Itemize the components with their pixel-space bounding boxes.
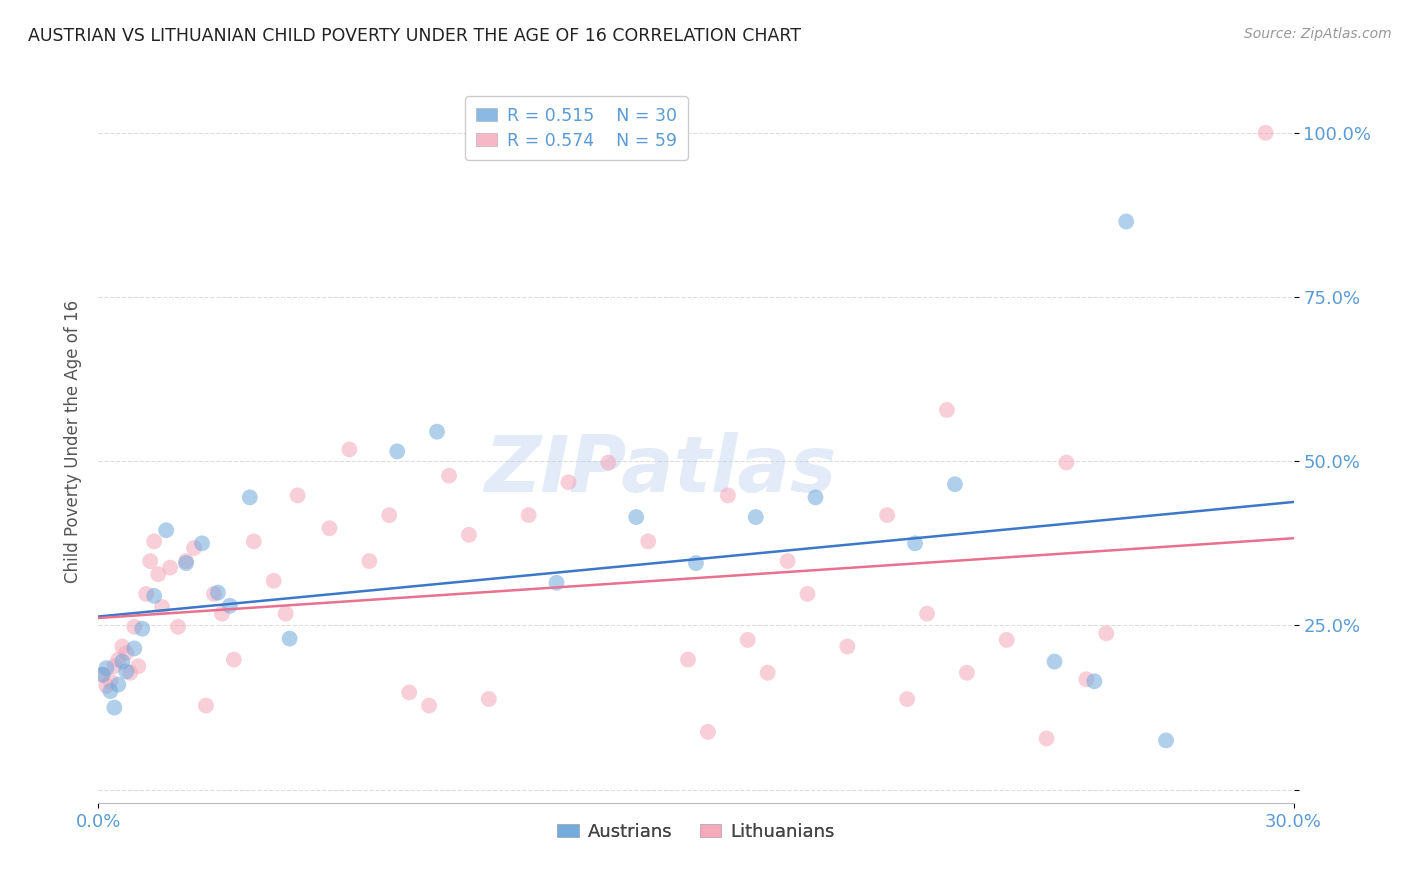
Point [1056,456,1078,470]
Point [107,677,129,691]
Point [458,528,481,542]
Point [115,665,138,679]
Point [167,620,190,634]
Point [398,685,420,699]
Point [956,665,979,680]
Point [98,684,122,698]
Point [211,607,233,621]
Point [139,554,162,568]
Point [103,700,125,714]
Point [111,640,134,654]
Legend: Austrians, Lithuanians: Austrians, Lithuanians [550,815,842,848]
Text: Source: ZipAtlas.com: Source: ZipAtlas.com [1244,27,1392,41]
Point [222,652,245,666]
Point [546,575,568,590]
Point [111,655,134,669]
Point [1035,731,1057,746]
Point [127,659,149,673]
Point [143,589,166,603]
Point [896,692,918,706]
Point [191,536,214,550]
Point [98,674,122,689]
Point [131,622,153,636]
Point [1076,673,1098,687]
Point [385,444,409,458]
Point [359,554,381,568]
Point [737,632,759,647]
Point [115,646,138,660]
Point [135,587,157,601]
Point [1154,733,1177,747]
Point [239,491,262,505]
Point [287,488,309,502]
Point [626,510,648,524]
Point [557,475,579,490]
Point [143,534,166,549]
Point [745,510,768,524]
Point [278,632,301,646]
Point [91,667,114,681]
Point [195,698,218,713]
Y-axis label: Child Poverty Under the Age of 16: Child Poverty Under the Age of 16 [63,300,82,583]
Point [263,574,285,588]
Point [756,665,779,680]
Point [943,477,966,491]
Point [1254,126,1277,140]
Point [1083,674,1105,689]
Point [936,403,959,417]
Point [103,659,125,673]
Point [219,599,242,613]
Point [676,652,699,666]
Point [418,698,440,713]
Point [174,554,197,568]
Text: ZIPatlas: ZIPatlas [484,433,837,508]
Point [91,667,114,681]
Point [437,468,460,483]
Point [174,556,197,570]
Point [96,661,118,675]
Point [426,425,449,439]
Point [274,607,297,621]
Point [796,587,818,601]
Point [1095,626,1118,640]
Point [804,491,827,505]
Point [96,679,118,693]
Point [207,585,229,599]
Text: AUSTRIAN VS LITHUANIAN CHILD POVERTY UNDER THE AGE OF 16 CORRELATION CHART: AUSTRIAN VS LITHUANIAN CHILD POVERTY UND… [28,27,801,45]
Point [378,508,401,522]
Point [150,600,173,615]
Point [155,523,177,537]
Point [598,456,620,470]
Point [478,692,501,706]
Point [124,641,146,656]
Point [124,620,146,634]
Point [1115,214,1137,228]
Point [1043,655,1066,669]
Point [876,508,898,522]
Point [202,587,225,601]
Point [837,640,859,654]
Point [776,554,799,568]
Point [339,442,361,457]
Point [685,556,707,570]
Point [183,541,205,555]
Point [717,488,740,502]
Point [915,607,938,621]
Point [159,560,181,574]
Point [995,632,1018,647]
Point [637,534,659,549]
Point [148,567,170,582]
Point [243,534,266,549]
Point [904,536,927,550]
Point [318,521,340,535]
Point [517,508,540,522]
Point [120,665,142,680]
Point [107,652,129,666]
Point [697,724,720,739]
